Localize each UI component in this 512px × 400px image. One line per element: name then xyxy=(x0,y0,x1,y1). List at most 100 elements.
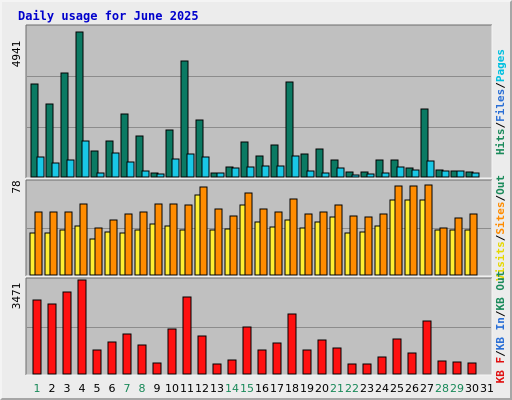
bar-hits-day-8 xyxy=(135,135,144,178)
day-label-15: 15 xyxy=(240,382,254,395)
bar-sites-day-3 xyxy=(64,211,73,276)
day-label-13: 13 xyxy=(210,382,224,395)
bar-kb-f-day-10 xyxy=(167,328,177,375)
bar-sites-day-21 xyxy=(334,204,343,276)
bar-kb-f-day-15 xyxy=(242,326,252,375)
day-label-5: 5 xyxy=(94,382,101,395)
panel3-ymax-label: 3471 xyxy=(10,283,23,310)
bar-files-day-11 xyxy=(186,153,195,178)
bar-kb-f-day-2 xyxy=(47,303,57,375)
legend-item: KB In xyxy=(494,317,507,350)
bar-sites-day-22 xyxy=(349,215,358,276)
bar-kb-f-day-27 xyxy=(422,320,432,375)
bar-kb-f-day-28 xyxy=(437,360,447,375)
bar-files-day-1 xyxy=(36,156,45,178)
legend-item: Hits xyxy=(494,129,507,156)
bar-hits-day-1 xyxy=(30,83,39,178)
bar-kb-f-day-21 xyxy=(332,347,342,375)
day-label-16: 16 xyxy=(255,382,269,395)
bar-hits-day-3 xyxy=(60,72,69,178)
bar-files-day-19 xyxy=(306,170,315,178)
bar-sites-day-29 xyxy=(454,217,463,276)
bar-files-day-10 xyxy=(171,158,180,178)
bar-kb-f-day-17 xyxy=(272,342,282,375)
bar-sites-day-10 xyxy=(169,203,178,276)
day-label-11: 11 xyxy=(180,382,194,395)
bar-files-day-26 xyxy=(411,169,420,178)
bar-sites-day-19 xyxy=(304,213,313,276)
bar-files-day-16 xyxy=(261,165,270,178)
bar-kb-f-day-1 xyxy=(32,299,42,375)
bar-files-day-22 xyxy=(351,174,360,178)
panel1-bars xyxy=(30,31,480,178)
bar-sites-day-28 xyxy=(439,227,448,276)
bar-kb-f-day-9 xyxy=(152,362,162,375)
day-label-29: 29 xyxy=(450,382,464,395)
bar-kb-f-day-12 xyxy=(197,335,207,375)
bar-sites-day-11 xyxy=(184,204,193,276)
bar-sites-day-16 xyxy=(259,208,268,276)
bar-files-day-30 xyxy=(471,172,480,178)
bar-files-day-2 xyxy=(51,162,60,178)
bar-sites-day-18 xyxy=(289,198,298,276)
legend-item: Pages xyxy=(494,49,507,82)
day-label-6: 6 xyxy=(109,382,116,395)
bar-sites-day-26 xyxy=(409,185,418,276)
bar-sites-day-9 xyxy=(154,203,163,276)
bar-hits-day-5 xyxy=(90,150,99,178)
bar-kb-f-day-4 xyxy=(77,279,87,375)
legend-item: Files xyxy=(494,89,507,122)
bar-sites-day-27 xyxy=(424,184,433,276)
bar-files-day-6 xyxy=(111,152,120,178)
bar-sites-day-2 xyxy=(49,211,58,276)
panel2-bars xyxy=(29,184,478,276)
legend-item: Sites xyxy=(494,202,507,235)
bar-hits-day-18 xyxy=(285,81,294,178)
day-label-17: 17 xyxy=(270,382,284,395)
bar-files-day-17 xyxy=(276,165,285,178)
bar-files-day-5 xyxy=(96,172,105,178)
bar-hits-day-17 xyxy=(270,144,279,178)
day-label-18: 18 xyxy=(285,382,299,395)
bar-kb-f-day-11 xyxy=(182,296,192,375)
day-label-22: 22 xyxy=(345,382,359,395)
bar-files-day-4 xyxy=(81,140,90,178)
bar-kb-f-day-13 xyxy=(212,363,222,375)
bar-sites-day-4 xyxy=(79,203,88,276)
day-labels: 1 2 3 4 5 6 7 8 9 10 11 12 13 14 15 16 17 18 19 20 21 22 23 24 2… xyxy=(34,382,495,395)
bar-kb-f-day-18 xyxy=(287,313,297,375)
legend-item: / xyxy=(494,82,507,89)
bar-hits-day-15 xyxy=(240,141,249,178)
day-label-24: 24 xyxy=(375,382,389,395)
bar-files-day-8 xyxy=(141,170,150,178)
bar-kb-f-day-23 xyxy=(362,363,372,375)
bar-kb-f-day-29 xyxy=(452,361,462,375)
bar-hits-day-27 xyxy=(420,108,429,178)
bar-files-day-14 xyxy=(231,167,240,178)
bar-sites-day-1 xyxy=(34,211,43,276)
bar-sites-day-12 xyxy=(199,186,208,276)
bar-files-day-13 xyxy=(216,172,225,178)
bar-sites-day-25 xyxy=(394,185,403,276)
panel3-bars xyxy=(32,279,477,375)
panel1-legend: Hits/Files/Pages xyxy=(494,49,507,155)
legend-item: / xyxy=(494,234,507,241)
bar-sites-day-6 xyxy=(109,219,118,276)
legend-item: Out xyxy=(494,175,507,195)
bar-kb-f-day-30 xyxy=(467,362,477,375)
day-label-26: 26 xyxy=(405,382,419,395)
bar-kb-f-day-24 xyxy=(377,356,387,375)
bar-hits-day-2 xyxy=(45,103,54,178)
bar-sites-day-13 xyxy=(214,208,223,276)
panel3-legend-text: KB F/KB In/KB Out xyxy=(494,271,507,384)
bar-files-day-18 xyxy=(291,155,300,178)
day-label-4: 4 xyxy=(79,382,86,395)
bar-files-day-25 xyxy=(396,166,405,178)
bar-files-day-24 xyxy=(381,172,390,178)
panel3-legend: KB F/KB In/KB Out xyxy=(494,271,507,384)
bar-hits-day-24 xyxy=(375,159,384,178)
legend-item: / xyxy=(494,195,507,202)
day-label-9: 9 xyxy=(154,382,161,395)
bar-hits-day-20 xyxy=(315,148,324,178)
